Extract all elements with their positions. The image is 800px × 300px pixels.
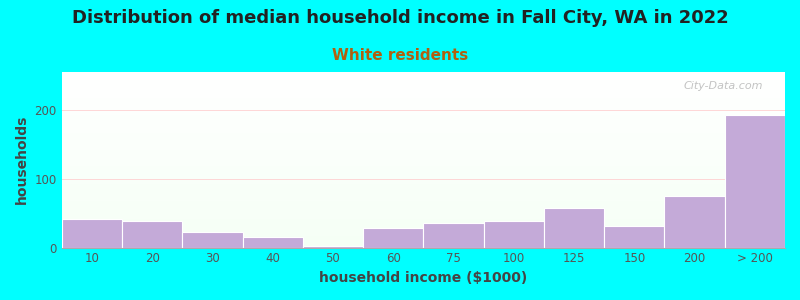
Bar	[484, 221, 544, 248]
Bar	[544, 208, 604, 248]
Bar	[363, 228, 423, 248]
X-axis label: household income ($1000): household income ($1000)	[319, 271, 527, 285]
Bar	[725, 115, 785, 248]
Bar	[302, 245, 363, 247]
Bar	[122, 221, 182, 248]
Y-axis label: households: households	[15, 115, 29, 205]
Bar	[423, 224, 484, 248]
Bar	[242, 237, 302, 248]
Text: City-Data.com: City-Data.com	[684, 81, 763, 91]
Bar	[604, 226, 665, 247]
Text: Distribution of median household income in Fall City, WA in 2022: Distribution of median household income …	[72, 9, 728, 27]
Bar	[665, 196, 725, 248]
Bar	[62, 219, 122, 247]
Bar	[182, 232, 242, 247]
Text: White residents: White residents	[332, 48, 468, 63]
